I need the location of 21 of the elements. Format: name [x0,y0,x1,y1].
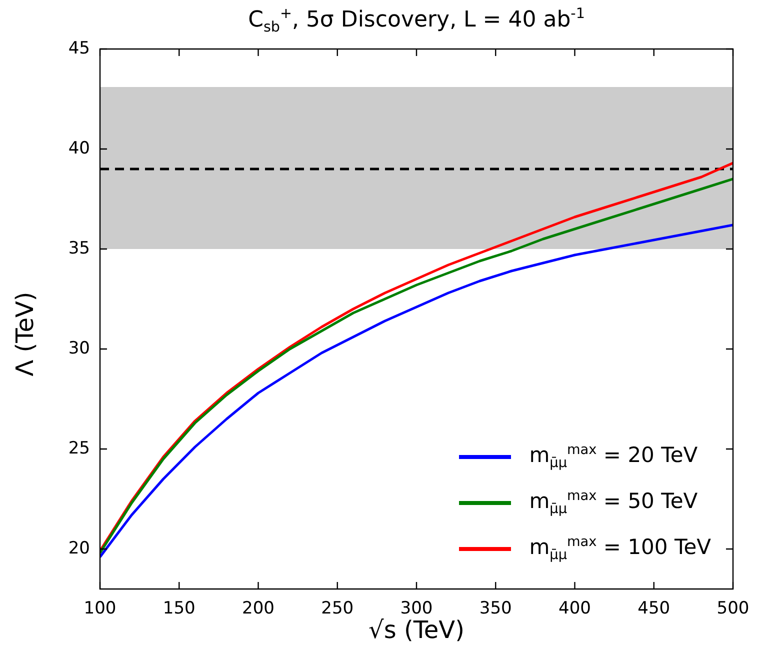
x-tick-label: 500 [716,598,750,619]
x-tick-label: 200 [242,598,274,619]
x-tick-label: 150 [162,598,196,619]
x-tick-label: 300 [400,598,433,619]
y-tick-label: 40 [68,138,90,158]
x-axis-title: √s (TeV) [368,616,464,644]
y-tick-label: 45 [68,38,90,58]
legend-label: m$_{μ̄μ}$$^{max}$ = 100 TeV [529,534,711,564]
x-tick-label: 450 [638,598,670,619]
x-tick-label: 350 [479,598,512,619]
y-axis-title: Λ (TeV) [11,290,39,378]
x-tick-label: 400 [558,598,591,619]
y-tick-label: 30 [68,338,90,358]
legend-label: m$_{μ̄μ}$$^{max}$ = 20 TeV [529,442,698,472]
legend-label: m$_{μ̄μ}$$^{max}$ = 50 TeV [529,488,698,518]
chart-title: C$_{sb}$$^{+}$, 5σ Discovery, L = 40 ab$^{-1}$ [247,6,586,36]
x-tick-label: 100 [84,598,116,619]
y-tick-label: 35 [68,238,90,258]
y-tick-label: 20 [68,538,90,558]
x-tick-label: 250 [321,598,354,619]
y-tick-label: 25 [68,438,90,458]
